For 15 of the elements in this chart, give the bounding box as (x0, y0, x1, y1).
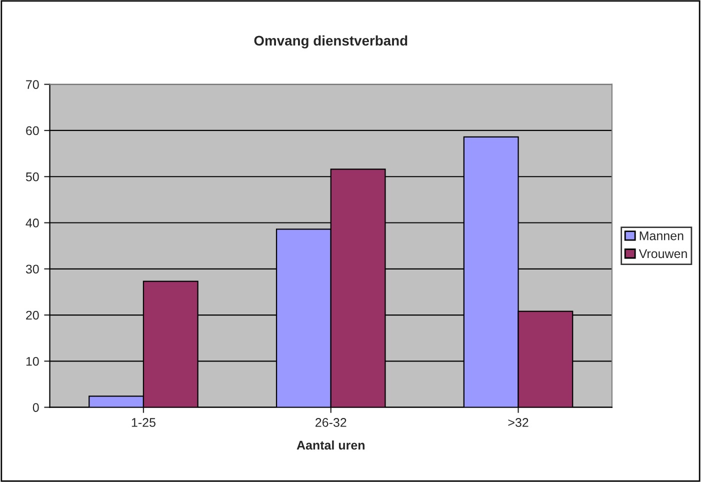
x-axis-title: Aantal uren (296, 440, 364, 450)
y-tick-label: 30 (26, 264, 39, 274)
x-tick-label: 1-25 (132, 418, 156, 427)
y-tick-label: 20 (26, 310, 39, 320)
x-tick-label: >32 (508, 418, 528, 427)
y-tick-label: 0 (32, 403, 39, 412)
x-tick-label: 26-32 (316, 418, 346, 427)
y-tick-label: 70 (26, 80, 39, 89)
y-tick-label: 40 (26, 218, 39, 228)
y-tick-label: 60 (26, 126, 39, 136)
y-tick-label: 10 (26, 356, 39, 366)
legend-label: Mannen (640, 232, 684, 240)
y-tick-label: 50 (26, 172, 39, 182)
legend-label: Vrouwen (638, 249, 687, 258)
chart-title: Omvang dienstverband (254, 35, 408, 48)
